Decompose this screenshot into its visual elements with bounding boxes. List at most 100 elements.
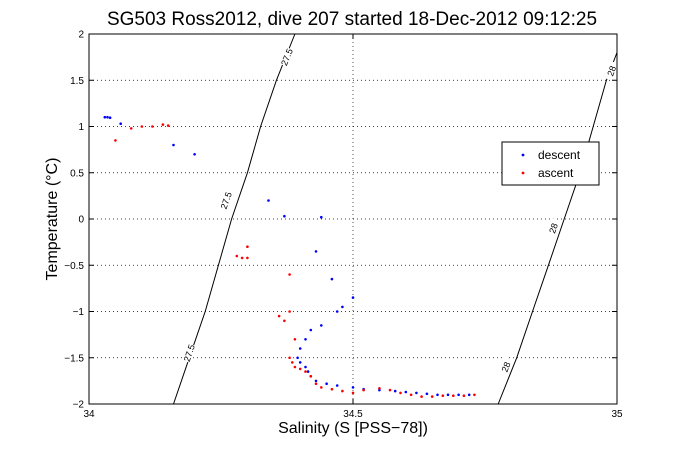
x-tick-label: 35 [611,409,623,420]
point-descent [320,215,323,219]
grid [89,34,617,404]
contour-label-gap [498,356,515,378]
point-ascent [240,256,244,260]
point-descent [119,122,122,125]
point-ascent [161,123,165,126]
point-descent [283,214,286,218]
point-ascent [399,391,402,395]
point-descent [325,382,328,386]
point-descent [298,361,302,364]
point-descent [457,393,460,397]
point-descent [306,370,310,373]
density-contour-line [497,52,618,405]
point-descent [314,379,318,383]
y-axis-label: Temperature (°C) [44,158,61,281]
legend-box [501,141,600,186]
point-ascent [246,256,249,260]
point-ascent [288,310,291,313]
axis-ticks: −2 −1.5 −1 −0.5 0 0.5 1 1.5 2 34 34.5 35 [64,30,623,421]
point-ascent [473,393,476,397]
point-descent [351,296,355,299]
point-ascent [341,389,344,393]
point-ascent [409,393,413,397]
y-tick-label: −2 [73,400,85,411]
y-tick-label: 2 [78,30,84,41]
point-ascent [314,382,318,386]
point-descent [404,390,408,394]
density-contour-line [173,33,296,405]
data-points [103,115,476,398]
y-tick-label: −1.5 [64,353,84,364]
y-tick-label: 1.5 [70,76,84,87]
legend-marker-descent [521,153,525,157]
point-descent [314,250,318,253]
point-descent [304,365,307,369]
point-ascent [304,370,307,373]
contour-label-gap [603,60,620,82]
point-descent [309,328,313,332]
contour-label: 28 [605,65,618,78]
point-ascent [283,319,286,323]
chart-title: SG503 Ross2012, dive 207 started 18-Dec-… [107,9,597,30]
point-descent [335,310,339,313]
point-ascent [277,314,281,318]
point-ascent [320,386,323,389]
point-ascent [462,394,466,398]
point-ascent [151,125,154,128]
point-ascent [351,391,355,395]
point-descent [467,393,471,397]
point-ascent [362,388,365,392]
point-ascent [246,245,249,248]
point-descent [415,391,418,395]
point-descent [108,116,112,119]
y-tick-label: 0 [78,215,84,226]
point-ascent [293,338,297,341]
contour-label: 28 [547,222,560,235]
x-tick-label: 34.5 [343,409,363,420]
point-descent [304,338,307,341]
y-tick-label: 1 [78,122,84,133]
point-ascent [388,388,392,392]
point-ascent [420,395,423,398]
legend: descent ascent [501,141,600,186]
point-descent [393,389,397,393]
point-ascent [288,356,291,360]
point-descent [103,115,107,119]
contour-label-gap [545,218,562,239]
point-descent [320,324,323,327]
point-descent [267,199,270,202]
point-ascent [288,273,291,276]
point-ascent [452,394,455,398]
point-descent [351,386,355,389]
x-tick-label: 34 [83,409,95,420]
point-ascent [441,394,445,398]
point-ascent [291,361,294,364]
point-descent [335,384,339,387]
contour-label-gap [181,342,197,364]
point-descent [298,347,302,350]
point-descent [436,393,439,397]
point-ascent [309,375,313,378]
point-descent [296,356,299,360]
legend-label-descent: descent [538,148,581,162]
point-ascent [129,127,133,130]
point-ascent [293,365,297,369]
legend-marker-ascent [521,171,525,175]
point-ascent [235,254,239,258]
point-descent [172,143,175,147]
point-descent [378,388,381,392]
y-tick-label: 0.5 [70,168,84,179]
contour-label-gap [279,46,296,68]
point-descent [106,115,109,119]
point-descent [446,393,450,397]
x-axis-label: Salinity (S [PSS−78]) [278,420,428,437]
point-ascent [114,139,117,142]
point-ascent [330,387,334,391]
point-descent [193,153,196,156]
contour-label-gap [218,190,234,211]
point-descent [330,277,334,281]
legend-label-ascent: ascent [538,166,574,180]
contour-label: 28 [500,360,513,373]
point-ascent [166,124,170,127]
